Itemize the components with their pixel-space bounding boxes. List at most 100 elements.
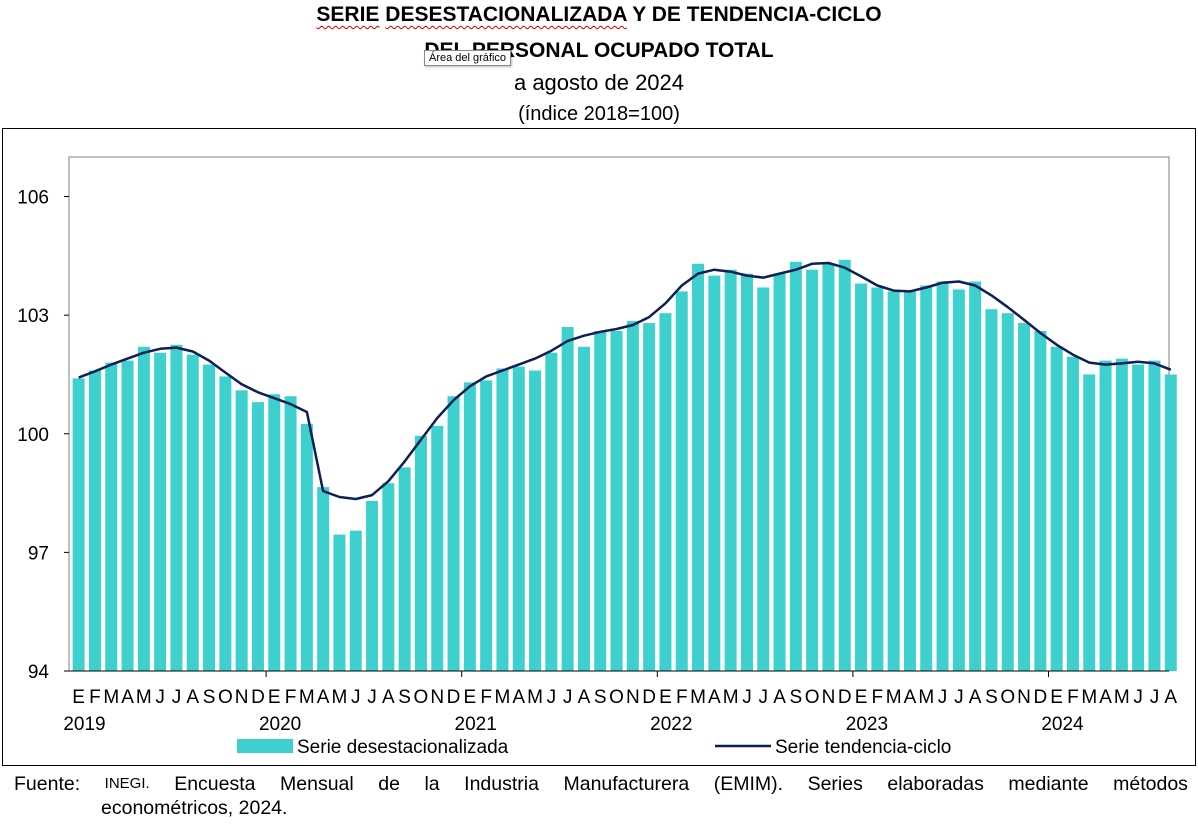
chart-area-tooltip: Área del gráfico [424,50,512,66]
month-label: A [121,687,134,708]
source-word: Manufacturera [563,773,690,795]
month-label: M [1081,687,1097,708]
month-label: A [1164,687,1177,708]
month-label: A [186,687,199,708]
month-label: M [886,687,902,708]
month-label: O [218,687,233,708]
month-label: D [838,687,852,708]
bar [170,344,183,671]
source-word: mediante [1008,773,1089,795]
bar [512,366,525,671]
month-label: N [235,687,249,708]
month-label: F [480,687,492,708]
bar [251,402,264,671]
y-tick-label: 94 [28,662,50,683]
month-label: A [512,687,525,708]
year-label: 2024 [1041,714,1084,735]
month-label: N [626,687,640,708]
bar [431,425,444,671]
bar [121,360,134,671]
bar [871,287,884,671]
source-line2: econométricos, 2024. [101,797,288,819]
source-word: Fuente: [14,773,81,795]
bar [643,323,656,671]
month-label: E [72,687,85,708]
bar [626,321,639,671]
bar [1034,330,1047,671]
month-label: O [805,687,820,708]
bar [447,396,460,671]
bar [137,346,150,671]
bar [545,352,558,671]
month-label: E [268,687,281,708]
month-label: S [203,687,216,708]
source-word: (EMIM). [713,773,784,795]
bar [936,281,949,671]
bar [105,362,118,671]
month-label: J [954,687,964,708]
y-tick-label: 97 [28,543,49,564]
month-label: M [527,687,543,708]
bar [235,390,248,671]
source-word: Encuesta [174,773,256,795]
month-label: M [103,687,119,708]
bar [561,327,574,671]
legend-label-trend: Serie tendencia-ciclo [775,737,951,758]
month-label: J [1150,687,1160,708]
bar [985,309,998,671]
month-label: A [904,687,917,708]
bar [186,354,199,671]
month-label: J [938,687,948,708]
month-label: A [382,687,395,708]
source-word: la [424,773,440,795]
source-word: INEGI. [104,775,150,792]
month-label: A [708,687,721,708]
month-label: N [1017,687,1031,708]
bar [382,483,395,671]
month-label: E [464,687,477,708]
y-tick-label: 106 [17,188,49,209]
month-label: A [773,687,786,708]
month-label: S [985,687,998,708]
bar [920,285,933,671]
bar [1099,360,1112,671]
month-label: J [759,687,769,708]
bar [789,261,802,671]
bar [887,291,900,671]
month-label: J [563,687,573,708]
bar [594,330,607,671]
trend-line [78,261,1172,501]
month-label: F [1067,687,1079,708]
bar [659,313,672,671]
source-word: Industria [464,773,539,795]
month-label: S [398,687,411,708]
chart-title-line2: DEL PERSONAL OCUPADO TOTAL [424,39,774,62]
bar [154,352,167,671]
title-rest: Y DE TENDENCIA-CICLO [632,3,882,26]
month-label: N [430,687,444,708]
month-label: J [742,687,752,708]
month-label: J [547,687,557,708]
title-word-serie: SERIE [316,3,380,26]
bar [268,394,281,671]
bar [480,380,493,671]
legend-swatch-bars [237,739,293,753]
bar [300,423,313,671]
bar [740,273,753,671]
y-tick-label: 103 [17,306,49,327]
bar [349,530,362,671]
bar [806,269,819,671]
year-label: 2022 [650,714,692,735]
bar [414,435,427,671]
chart-title-line1: SERIE DESESTACIONALIZADA Y DE TENDENCIA-… [0,3,1198,27]
bar [855,283,868,671]
month-label: E [1050,687,1063,708]
month-label: A [317,687,330,708]
legend-label-bars: Serie desestacionalizada [297,737,509,758]
chart-area[interactable]: 94 97 100 103 106 2019 2020 2021 2022 2023 2024 E F M… [2,128,1196,766]
source-word: métodos [1113,773,1188,795]
bar [577,346,590,671]
month-label: F [872,687,884,708]
bar [773,273,786,671]
bar [1050,346,1063,671]
